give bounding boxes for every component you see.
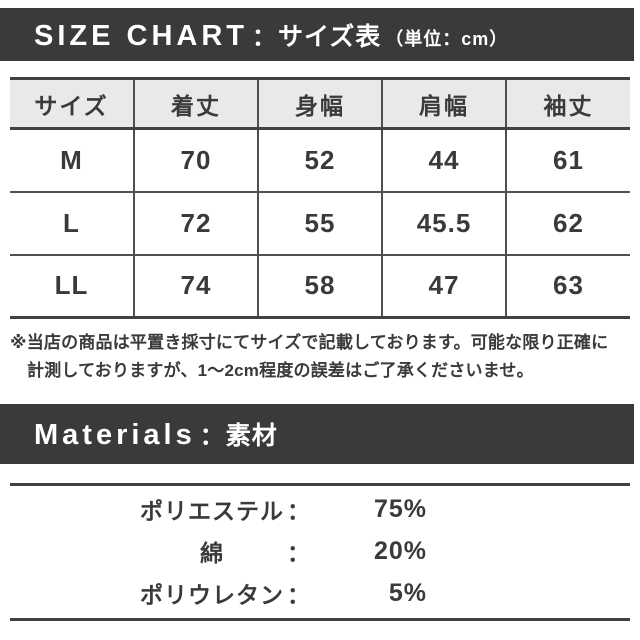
size-table-header-row: サイズ 着丈 身幅 肩幅 袖丈: [10, 78, 630, 130]
column-header-shoulder-width: 肩幅: [381, 78, 506, 130]
material-percent: 75%: [373, 494, 427, 523]
table-cell: 45.5: [381, 190, 506, 255]
table-cell: 47: [381, 253, 506, 318]
size-chart-banner-title: SIZE CHART ： サイズ表 （単位：cm）: [34, 17, 508, 53]
table-cell: 72: [133, 190, 258, 255]
size-chart-title-separator: ：: [252, 23, 276, 51]
size-chart-title-ja: サイズ表: [278, 22, 382, 51]
material-colon: ：: [287, 498, 310, 524]
materials-title-separator: ：: [199, 423, 224, 450]
size-table-container: サイズ 着丈 身幅 肩幅 袖丈 M 70 52 44 61 L 72 55 45…: [10, 77, 630, 319]
column-header-body-length: 着丈: [133, 78, 258, 130]
size-table-body: M 70 52 44 61 L 72 55 45.5 62 LL 74 58 4…: [10, 128, 630, 318]
table-cell: 74: [133, 253, 258, 318]
table-cell: 52: [257, 128, 382, 192]
table-cell: 61: [505, 128, 630, 192]
table-row-m: M 70 52 44 61: [10, 128, 630, 192]
material-percent: 20%: [373, 536, 427, 565]
size-table: サイズ 着丈 身幅 肩幅 袖丈 M 70 52 44 61 L 72 55 45…: [10, 77, 630, 319]
size-label: LL: [10, 253, 134, 318]
material-row-cotton: 綿 ： 20%: [10, 530, 630, 572]
table-row-l: L 72 55 45.5 62: [10, 190, 630, 255]
material-name: ポリウレタン: [140, 582, 284, 608]
material-percent: 5%: [388, 578, 427, 607]
material-name: ポリエステル: [140, 498, 284, 524]
table-cell: 44: [381, 128, 506, 192]
material-row-polyester: ポリエステル ： 75%: [10, 488, 630, 530]
measurement-note-line1: ※当店の商品は平置き採寸にてサイズで記載しております。可能な限り正確に: [10, 333, 609, 352]
materials-banner: Materials ： 素材: [0, 404, 634, 464]
table-cell: 62: [505, 190, 630, 255]
size-chart-unit-label: （単位：cm）: [385, 28, 509, 49]
material-colon: ：: [287, 582, 310, 608]
material-name: 綿: [200, 540, 224, 566]
measurement-note: ※当店の商品は平置き採寸にてサイズで記載しております。可能な限り正確に 計測して…: [10, 329, 634, 385]
column-header-size: サイズ: [10, 78, 134, 130]
table-cell: 70: [133, 128, 258, 192]
materials-title-ja: 素材: [225, 422, 278, 450]
materials-list: ポリエステル ： 75% 綿 ： 20% ポリウレタン ： 5%: [10, 483, 630, 621]
material-colon: ：: [287, 540, 310, 566]
table-row-ll: LL 74 58 47 63: [10, 253, 630, 318]
material-row-polyurethane: ポリウレタン ： 5%: [10, 572, 630, 614]
table-cell: 63: [505, 253, 630, 318]
size-chart-banner: SIZE CHART ： サイズ表 （単位：cm）: [0, 8, 634, 61]
column-header-body-width: 身幅: [257, 78, 382, 130]
size-chart-title-en: SIZE CHART: [34, 19, 248, 52]
materials-banner-title: Materials ： 素材: [34, 416, 278, 452]
size-table-header: サイズ 着丈 身幅 肩幅 袖丈: [10, 78, 630, 130]
table-cell: 55: [257, 190, 382, 255]
measurement-note-line2: 計測しておりますが、1〜2cm程度の誤差はご了承くださいませ。: [27, 361, 534, 380]
size-label: M: [10, 128, 134, 192]
size-label: L: [10, 190, 134, 255]
table-cell: 58: [257, 253, 382, 318]
materials-title-en: Materials: [34, 419, 196, 451]
column-header-sleeve-length: 袖丈: [505, 78, 630, 130]
